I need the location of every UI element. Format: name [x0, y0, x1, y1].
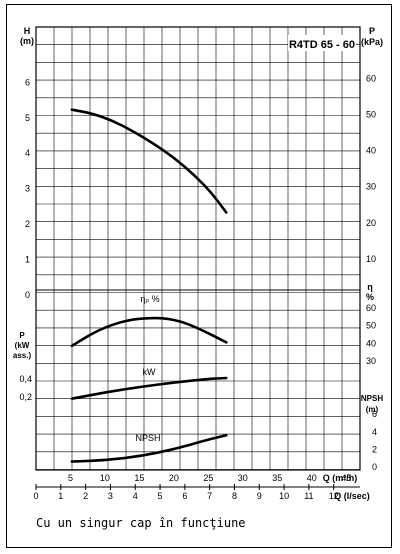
q-m3h-tick-label: 5 [68, 473, 73, 483]
efficiency-tick-label: 30 [366, 356, 376, 366]
grid [35, 26, 361, 470]
q-ls-tick-label: 5 [158, 491, 163, 501]
efficiency-tick-label: 60 [366, 303, 376, 313]
title-bg [288, 35, 356, 51]
power-axis-label: ass.) [13, 351, 32, 360]
efficiency-tick-label: 40 [366, 338, 376, 348]
pressure-tick-label: 40 [366, 146, 376, 156]
chart-frame [6, 4, 392, 548]
efficiency-curve-label: ηₚ % [140, 294, 159, 304]
head-tick-label: 5 [25, 113, 30, 123]
power-curve-label: kW [143, 367, 157, 377]
npsh-axis-unit: (m) [366, 405, 379, 414]
q-ls-axis-label: Q (l/sec) [334, 491, 370, 501]
efficiency-tick-label: 50 [366, 321, 376, 331]
power-axis-label: P [19, 331, 25, 340]
npsh-curve [70, 433, 228, 463]
power-curve [70, 376, 228, 400]
q-m3h-axis-label: Q (m³/h) [323, 473, 358, 483]
q-ls-tick-label: 6 [182, 491, 187, 501]
head-axis-label: H [24, 26, 31, 36]
q-m3h-tick-label: 15 [134, 473, 144, 483]
pressure-axis-label: P [369, 26, 375, 36]
q-ls-tick-label: 2 [83, 491, 88, 501]
q-ls-tick-label: 9 [257, 491, 262, 501]
head-tick-label: 1 [25, 255, 30, 265]
pressure-tick-label: 30 [366, 182, 376, 192]
plot-border [35, 26, 361, 471]
q-ls-tick-label: 12 [329, 491, 339, 501]
pressure-axis-unit: (kPa) [361, 37, 383, 47]
power-tick-label: 0,4 [19, 374, 32, 384]
q-m3h-tick-label: 20 [169, 473, 179, 483]
q-ls-tick-label: 11 [304, 491, 313, 501]
npsh-axis-label: NPSH [361, 394, 383, 403]
q-m3h-tick-label: 45 [341, 473, 351, 483]
head-curve [70, 108, 228, 214]
head-tick-label: 2 [25, 219, 30, 229]
power-tick-label: 0,2 [19, 392, 32, 402]
head-tick-label-zero: 0 [25, 290, 30, 300]
efficiency-axis-label: η [367, 282, 373, 292]
q-ls-tick-label: 10 [279, 491, 289, 501]
head-axis-unit: (m) [20, 36, 34, 46]
npsh-tick-label: 0 [372, 462, 377, 472]
npsh-tick-label: 2 [372, 444, 377, 454]
q-m3h-tick-label: 40 [307, 473, 317, 483]
q-ls-tick-label: 8 [232, 491, 237, 501]
power-axis-label: (kW [15, 341, 30, 350]
pressure-tick-label: 20 [366, 218, 376, 228]
q-ls-tick-label: 0 [33, 491, 38, 501]
npsh-curve-label: NPSH [135, 433, 160, 443]
q-m3h-tick-label: 25 [203, 473, 213, 483]
efficiency-axis-unit: % [366, 292, 374, 302]
q-ls-tick-label: 3 [108, 491, 113, 501]
head-tick-label: 3 [25, 184, 30, 194]
chart-title: R4TD 65 - 60 [289, 39, 355, 51]
caption: Cu un singur cap în funcţiune [36, 516, 246, 530]
q-ls-tick-label: 1 [58, 491, 63, 501]
npsh-tick-label: 6 [372, 409, 377, 419]
efficiency-curve [70, 316, 228, 348]
q-m3h-tick-label: 35 [272, 473, 282, 483]
npsh-tick-label: 4 [372, 427, 377, 437]
head-tick-label: 6 [25, 77, 30, 87]
q-ls-tick-label: 4 [133, 491, 138, 501]
pressure-tick-label: 50 [366, 110, 376, 120]
pressure-tick-label: 60 [366, 73, 376, 83]
q-m3h-tick-label: 30 [238, 473, 248, 483]
head-tick-label: 4 [25, 148, 30, 158]
q-m3h-tick-label: 10 [100, 473, 110, 483]
pressure-tick-label: 10 [366, 254, 376, 264]
q-ls-tick-label: 7 [207, 491, 212, 501]
